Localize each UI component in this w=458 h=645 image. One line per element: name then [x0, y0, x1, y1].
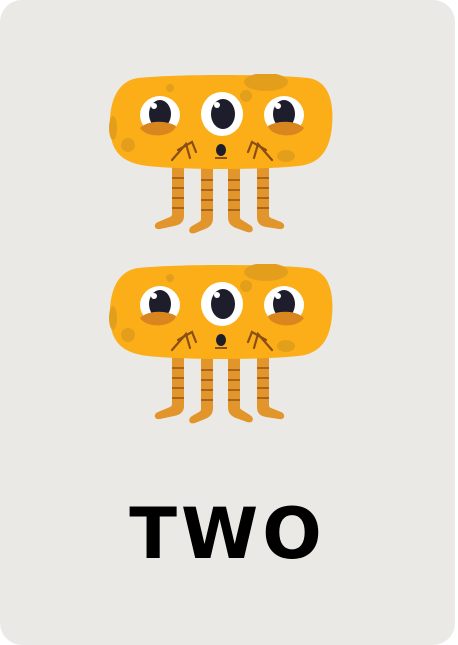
monster-icon: [108, 74, 336, 234]
monster-icon: [108, 264, 336, 424]
number-word: TWO: [129, 493, 326, 575]
